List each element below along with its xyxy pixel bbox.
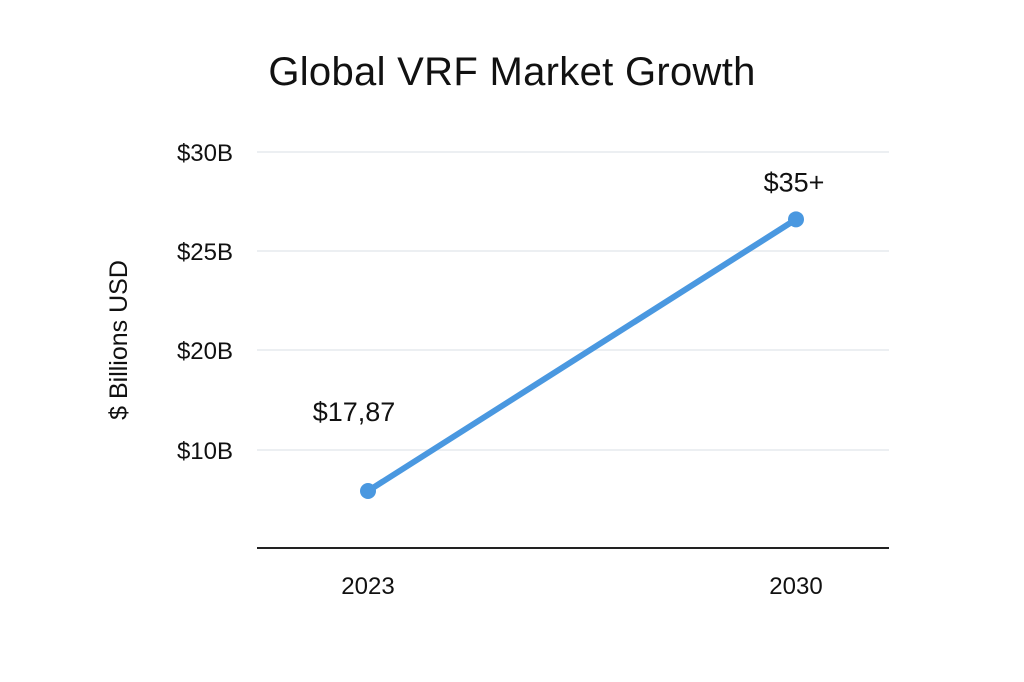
data-point xyxy=(788,211,804,228)
y-tick-labels: $10B $20B $25B $30B xyxy=(177,140,233,465)
x-tick-labels: 2023 2030 xyxy=(341,573,822,600)
x-tick-label: 2030 xyxy=(769,573,822,600)
data-labels: $17,87 $35+ xyxy=(313,167,825,427)
series-line xyxy=(365,216,799,494)
gridlines xyxy=(257,151,889,451)
data-point xyxy=(360,483,376,499)
y-tick-label: $10B xyxy=(177,438,233,465)
data-label: $35+ xyxy=(764,167,825,197)
y-tick-label: $25B xyxy=(177,239,233,266)
y-tick-label: $30B xyxy=(177,140,233,167)
data-label: $17,87 xyxy=(313,397,396,427)
series xyxy=(360,211,804,499)
y-axis-label: $ Billions USD xyxy=(105,260,133,420)
y-tick-label: $20B xyxy=(177,338,233,365)
chart-title: Global VRF Market Growth xyxy=(268,50,756,94)
x-tick-label: 2023 xyxy=(341,573,394,600)
